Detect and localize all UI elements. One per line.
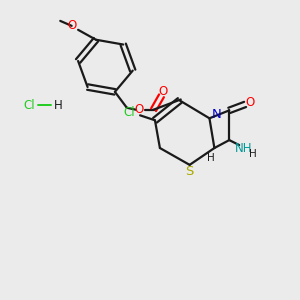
Text: O: O [134, 103, 143, 116]
Text: H: H [249, 149, 257, 159]
Text: Cl: Cl [23, 99, 35, 112]
Text: NH: NH [234, 142, 252, 154]
Text: O: O [67, 19, 76, 32]
Text: H: H [53, 99, 62, 112]
Text: Cl: Cl [123, 106, 135, 119]
Text: S: S [185, 165, 194, 178]
Text: H: H [207, 153, 214, 163]
Text: O: O [159, 85, 168, 98]
Text: N: N [212, 108, 221, 121]
Text: O: O [245, 96, 255, 109]
